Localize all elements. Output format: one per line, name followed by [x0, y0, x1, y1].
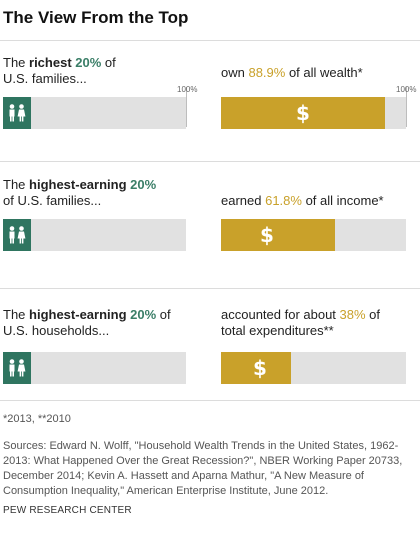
label-text: earned	[221, 193, 266, 208]
population-bar-track: 100%	[3, 85, 197, 129]
label-percent: 20%	[130, 177, 157, 192]
label-percent: 88.9%	[248, 65, 286, 80]
share-bar-track: $	[221, 352, 406, 384]
right-label: own 88.9% of all wealth*	[221, 65, 363, 81]
right-label: earned 61.8% of all income*	[221, 193, 384, 209]
label-emphasis: highest-earning	[29, 177, 127, 192]
people-icon	[9, 104, 26, 122]
comparison-row-income: The highest-earning 20% of U.S. families…	[0, 161, 420, 301]
tick-100-right	[406, 87, 407, 127]
dollar-icon: $	[260, 223, 274, 247]
tick-100-left	[186, 87, 187, 127]
income-share-bar	[221, 219, 335, 251]
chart-title: The View From the Top	[3, 8, 189, 27]
population-bar-track	[3, 219, 186, 251]
label-text: own	[221, 65, 249, 80]
people-icon	[9, 226, 26, 244]
label-text: The	[3, 307, 30, 322]
footnote-years: *2013, **2010	[3, 413, 71, 425]
label-percent: 20%	[130, 307, 157, 322]
dollar-icon: $	[296, 101, 310, 125]
label-line2: total expenditures**	[221, 322, 334, 338]
dollar-icon: $	[253, 356, 267, 380]
population-share-bar	[3, 97, 31, 129]
right-label: accounted for about 38% of total expendi…	[221, 307, 380, 338]
label-text: of	[156, 307, 171, 322]
people-icon	[9, 359, 26, 377]
share-bar-track: $ 100%	[221, 85, 416, 129]
comparison-row-wealth: The richest 20% of U.S. families... own …	[0, 40, 420, 180]
population-bar-track	[3, 352, 186, 384]
label-line2: of U.S. families...	[3, 192, 102, 208]
label-emphasis: highest-earning	[29, 307, 127, 322]
label-text: of all income*	[301, 193, 384, 208]
population-share-bar	[3, 352, 31, 384]
label-percent: 61.8%	[265, 193, 302, 208]
left-label: The highest-earning 20% of U.S. househol…	[3, 307, 171, 338]
left-label: The richest 20% of U.S. families...	[3, 55, 116, 86]
label-emphasis: richest	[29, 55, 72, 70]
expenditure-share-bar	[221, 352, 291, 384]
label-text: of all wealth*	[285, 65, 363, 80]
label-text: of	[101, 55, 116, 70]
label-line2: U.S. households...	[3, 322, 110, 338]
label-text: The	[3, 177, 30, 192]
label-text: accounted for about	[221, 307, 340, 322]
comparison-row-expenditure: The highest-earning 20% of U.S. househol…	[0, 288, 420, 428]
tick-label-100-left: 100%	[177, 85, 198, 94]
organization-credit: PEW RESEARCH CENTER	[3, 505, 132, 516]
sources-note: Sources: Edward N. Wolff, "Household Wea…	[3, 440, 403, 497]
wealth-share-bar	[221, 97, 385, 129]
population-share-bar	[3, 219, 31, 251]
share-bar-track: $	[221, 219, 406, 251]
label-percent: 38%	[339, 307, 366, 322]
divider-3	[0, 400, 420, 401]
divider-1	[0, 161, 420, 162]
label-line2: U.S. families...	[3, 70, 87, 86]
label-text: The	[3, 55, 30, 70]
label-text: of	[365, 307, 381, 322]
tick-label-100-right: 100%	[396, 85, 417, 94]
divider-2	[0, 288, 420, 289]
left-label: The highest-earning 20% of U.S. families…	[3, 177, 156, 208]
top-divider	[0, 40, 420, 41]
label-percent: 20%	[75, 55, 102, 70]
